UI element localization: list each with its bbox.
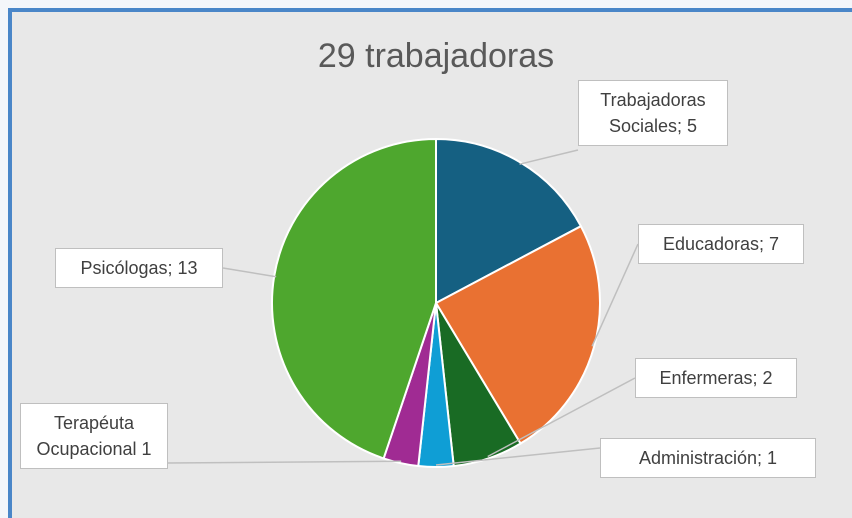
leader-line bbox=[591, 243, 639, 347]
data-label: Enfermeras; 2 bbox=[635, 358, 797, 398]
data-label: Terapéuta Ocupacional 1 bbox=[20, 403, 168, 469]
data-label: Administración; 1 bbox=[600, 438, 816, 478]
leader-line bbox=[435, 447, 601, 466]
data-label: Trabajadoras Sociales; 5 bbox=[578, 80, 728, 146]
leader-line bbox=[519, 149, 579, 165]
pie-slice bbox=[435, 137, 583, 305]
data-label: Educadoras; 7 bbox=[638, 224, 804, 264]
leader-line bbox=[167, 460, 402, 464]
data-label: Psicólogas; 13 bbox=[55, 248, 223, 288]
leader-line bbox=[222, 267, 277, 278]
leader-line bbox=[487, 377, 636, 458]
chart-title: 29 trabajadoras bbox=[318, 37, 554, 75]
